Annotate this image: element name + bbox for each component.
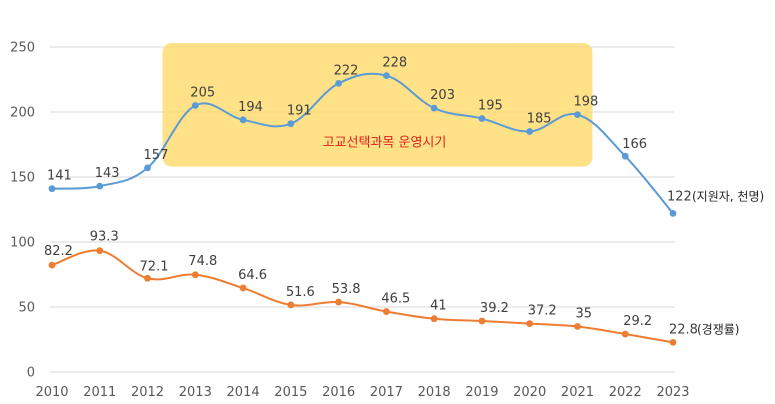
- x-tick-label: 2021: [561, 385, 594, 400]
- data-point: [335, 298, 343, 306]
- series: 141 143 157 205 194 191 222 228 203 195 185 198 166 1…: [44, 56, 764, 346]
- data-label: 222: [334, 63, 359, 78]
- series-line: [51, 249, 674, 344]
- data-label: 41: [430, 299, 447, 314]
- data-point: [574, 111, 581, 118]
- data-point: [191, 271, 199, 279]
- data-point: [430, 104, 438, 112]
- x-tick-label: 2016: [322, 385, 355, 400]
- series-applicants: 141 143 157 205 194 191 222 228 203 195 185 198 166 1…: [47, 56, 764, 217]
- data-point: [144, 164, 151, 172]
- x-tick-label: 2023: [656, 385, 689, 400]
- y-tick-label: 250: [10, 41, 35, 56]
- data-point: [430, 315, 438, 323]
- data-label: 141: [47, 169, 72, 184]
- data-point: [96, 182, 104, 190]
- x-axis-ticks: 2010 2011 2012 2013 2014 2015 2016 2017 2018 2019…: [35, 385, 689, 400]
- data-point: [669, 210, 677, 217]
- annotation-text: 고교선택과목 운영시기: [323, 136, 447, 151]
- data-label: 205: [190, 86, 215, 101]
- y-tick-label: 50: [18, 301, 35, 316]
- data-label: 64.6: [238, 268, 267, 283]
- series-end-note: (지원자, 천명): [692, 188, 764, 203]
- data-label: 82.2: [44, 244, 73, 259]
- y-tick-label: 150: [10, 171, 35, 186]
- data-point: [478, 317, 486, 325]
- y-tick-label: 0: [27, 366, 35, 381]
- data-label: 29.2: [623, 314, 652, 329]
- data-point: [191, 102, 199, 109]
- x-tick-label: 2022: [609, 385, 642, 400]
- x-tick-label: 2018: [418, 385, 451, 400]
- data-point: [382, 308, 390, 315]
- data-label: 46.5: [381, 292, 410, 307]
- data-label: 53.8: [332, 282, 361, 297]
- data-label: 93.3: [90, 230, 119, 245]
- data-point: [669, 338, 677, 346]
- data-point: [621, 152, 629, 160]
- data-label: 194: [238, 100, 263, 115]
- data-label: 166: [622, 137, 647, 152]
- data-label: 51.6: [286, 285, 315, 300]
- data-label: 228: [382, 56, 407, 71]
- x-tick-label: 2011: [83, 385, 116, 400]
- x-tick-label: 2012: [131, 385, 164, 400]
- data-label: 39.2: [480, 301, 509, 316]
- data-point: [239, 116, 247, 124]
- data-label: 198: [573, 95, 598, 110]
- data-label: 195: [478, 99, 503, 114]
- x-tick-label: 2010: [35, 385, 68, 400]
- y-tick-label: 100: [10, 236, 35, 251]
- x-tick-label: 2015: [274, 385, 307, 400]
- data-label: 157: [144, 148, 169, 163]
- data-point: [526, 128, 534, 135]
- data-label: 203: [430, 88, 455, 103]
- data-label: 74.8: [188, 254, 217, 269]
- data-point: [335, 80, 343, 87]
- annotation-rect: [162, 43, 593, 167]
- data-label: 72.1: [140, 259, 169, 274]
- data-point: [287, 120, 295, 128]
- series-competition-rate: 82.2 93.3 72.1 74.8 64.6 51.6 53.8 46.5 41 39.2 37…: [44, 230, 739, 346]
- data-point: [382, 72, 390, 79]
- data-label: 35: [575, 307, 592, 322]
- data-point: [239, 284, 247, 292]
- data-label: 191: [287, 104, 312, 119]
- x-tick-label: 2019: [465, 385, 498, 400]
- data-label: 122: [667, 189, 692, 204]
- data-label: 22.8: [669, 322, 698, 337]
- annotation-band: 고교선택과목 운영시기: [162, 43, 593, 167]
- x-tick-label: 2020: [513, 385, 546, 400]
- data-label: 37.2: [528, 304, 557, 319]
- data-point: [48, 261, 56, 269]
- y-axis-ticks: 0 50 100 150 200 250: [10, 41, 35, 381]
- data-point: [48, 185, 56, 193]
- data-point: [96, 247, 104, 255]
- x-tick-label: 2017: [370, 385, 403, 400]
- data-point: [526, 320, 534, 328]
- y-tick-label: 200: [10, 106, 35, 121]
- series-end-note: (경쟁률): [697, 322, 739, 336]
- data-point: [621, 330, 629, 338]
- data-point: [574, 323, 581, 330]
- data-point: [478, 115, 486, 122]
- data-point: [144, 274, 151, 282]
- data-label: 143: [95, 166, 120, 181]
- x-tick-label: 2014: [227, 385, 260, 400]
- data-label: 185: [527, 112, 552, 127]
- x-tick-label: 2013: [179, 385, 212, 400]
- data-point: [287, 301, 295, 309]
